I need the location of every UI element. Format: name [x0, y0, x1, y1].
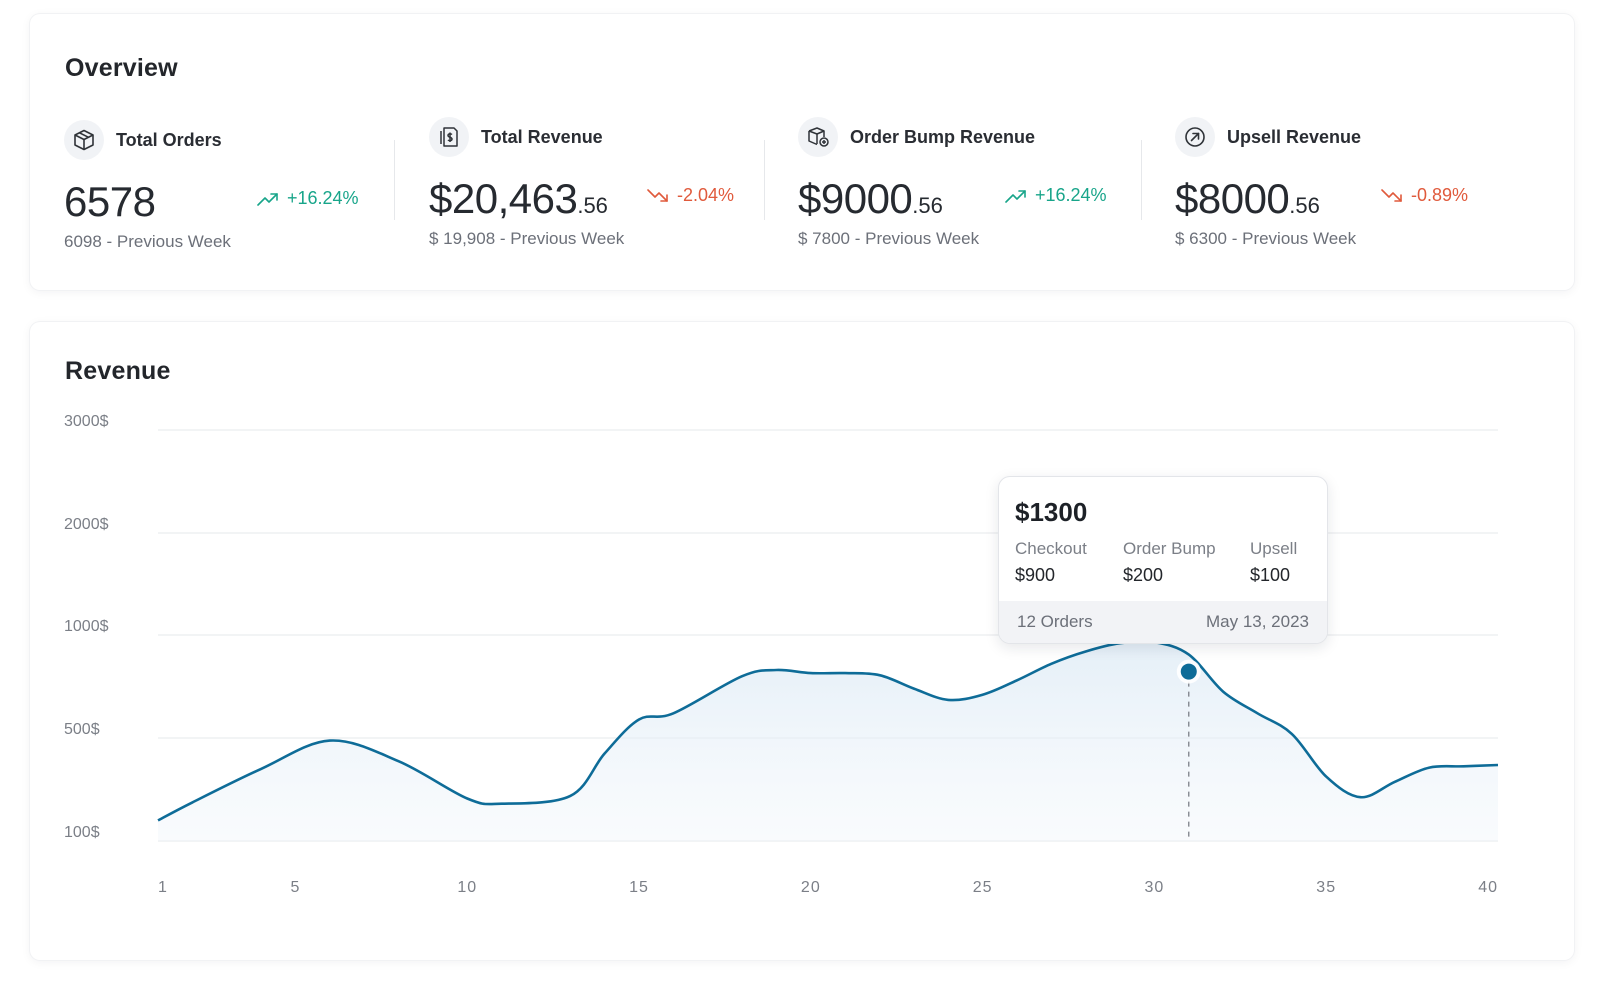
metric-change: -0.89%	[1381, 185, 1468, 206]
metric-change: +16.24%	[257, 188, 359, 209]
metric-value: 6578	[64, 178, 156, 225]
package-plus-icon	[798, 117, 838, 157]
metric-value: $9000.56	[798, 175, 943, 222]
tooltip-orders: 12 Orders	[1017, 612, 1093, 631]
box-icon	[64, 120, 104, 160]
tooltip-footer: 12 Orders May 13, 2023	[999, 601, 1327, 643]
metric-previous: 6098 - Previous Week	[64, 232, 231, 251]
metric-previous: $ 19,908 - Previous Week	[429, 229, 625, 248]
y-tick-label: 500$	[64, 721, 100, 738]
revenue-line	[157, 639, 1499, 822]
divider	[764, 140, 765, 220]
x-tick-label: 35	[1316, 879, 1336, 896]
revenue-chart[interactable]: 3000$2000$1000$500$100$ 1 5 10 15 20 25 30 35 40	[30, 322, 1574, 960]
revenue-card: Revenue 3000$ 2000$ 1000$ 500$ 100$ 1 5 10 15 20…	[30, 322, 1574, 960]
metric-total-orders: Total Orders 6578 +16.24% 6098 - Previou…	[64, 120, 384, 270]
trend-down-icon	[647, 188, 668, 202]
x-tick-label: 30	[1145, 879, 1165, 896]
metric-label: Order Bump Revenue	[850, 126, 1036, 147]
tooltip-checkout: Checkout $900	[1015, 539, 1087, 585]
tooltip-date: May 13, 2023	[1205, 612, 1309, 631]
overview-title: Overview	[65, 54, 178, 82]
revenue-document-icon	[429, 117, 469, 157]
x-tick-label: 1	[158, 879, 168, 896]
x-tick-label: 5	[290, 879, 300, 896]
x-tick-label: 15	[629, 879, 649, 896]
chart-tooltip: $1300 Checkout $900 Order Bump $200 Upse…	[998, 476, 1328, 644]
metric-change: +16.24%	[1005, 185, 1107, 206]
metric-label: Total Orders	[116, 129, 222, 150]
divider	[394, 140, 395, 220]
divider	[1141, 140, 1142, 220]
y-tick-label: 3000$	[64, 413, 109, 430]
revenue-area	[158, 641, 1498, 841]
tooltip-upsell: Upsell $100	[1250, 539, 1298, 585]
metric-previous: $ 6300 - Previous Week	[1175, 229, 1357, 248]
overview-card: Overview Total Orders 6578 +16.24% 6098 …	[30, 14, 1574, 290]
tooltip-total: $1300	[1015, 497, 1088, 527]
x-tick-label: 40	[1478, 879, 1498, 896]
metric-change: -2.04%	[647, 185, 734, 206]
tooltip-order-bump: Order Bump $200	[1123, 539, 1216, 585]
arrow-up-right-circle-icon	[1175, 117, 1215, 157]
y-tick-label: 1000$	[64, 618, 109, 635]
metric-label: Total Revenue	[481, 126, 603, 147]
y-tick-label: 100$	[64, 824, 100, 841]
x-tick-label: 20	[801, 879, 821, 896]
metric-value: $8000.56	[1175, 175, 1320, 222]
metric-label: Upsell Revenue	[1227, 126, 1362, 147]
trend-down-icon	[1381, 188, 1402, 202]
y-tick-label: 2000$	[64, 516, 109, 533]
metric-upsell-revenue: Upsell Revenue $8000.56 -0.89% $ 6300 - …	[1175, 117, 1495, 267]
revenue-title: Revenue	[65, 357, 171, 385]
trend-up-icon	[1005, 189, 1026, 203]
metric-previous: $ 7800 - Previous Week	[798, 229, 980, 248]
x-tick-label: 25	[973, 879, 993, 896]
metric-order-bump-revenue: Order Bump Revenue $9000.56 +16.24% $ 78…	[798, 117, 1118, 267]
trend-up-icon	[257, 192, 278, 206]
metric-value: $20,463.56	[429, 175, 608, 222]
metric-total-revenue: Total Revenue $20,463.56 -2.04% $ 19,908…	[429, 117, 749, 267]
highlight-point[interactable]	[1180, 663, 1197, 680]
x-tick-label: 10	[457, 879, 477, 896]
